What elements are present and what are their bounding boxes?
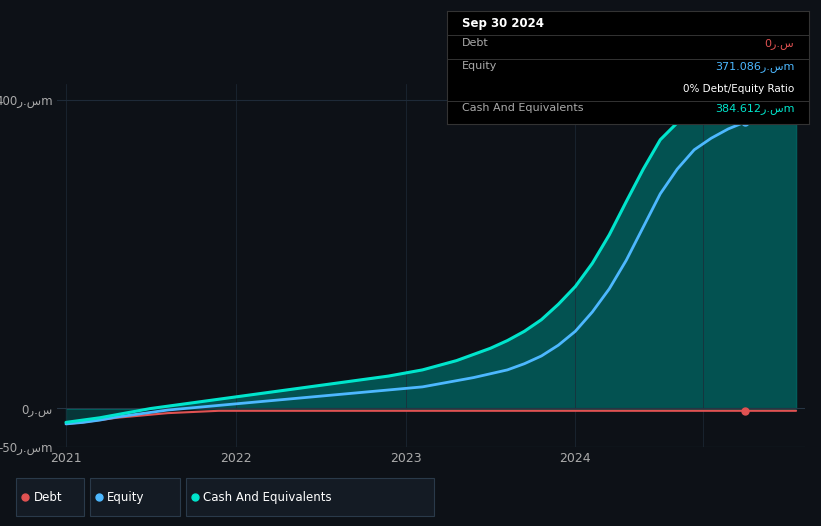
Text: Equity: Equity: [107, 491, 144, 503]
Text: 384.612ر.سm: 384.612ر.سm: [715, 103, 794, 114]
Text: Cash And Equivalents: Cash And Equivalents: [462, 103, 584, 113]
Text: Equity: Equity: [462, 62, 498, 72]
FancyBboxPatch shape: [186, 478, 433, 516]
FancyBboxPatch shape: [16, 478, 85, 516]
FancyBboxPatch shape: [89, 478, 181, 516]
Text: Cash And Equivalents: Cash And Equivalents: [203, 491, 332, 503]
Text: 371.086ر.سm: 371.086ر.سm: [715, 62, 794, 73]
Text: Sep 30 2024: Sep 30 2024: [462, 17, 544, 31]
Text: Debt: Debt: [462, 38, 488, 48]
Text: 0% Debt/Equity Ratio: 0% Debt/Equity Ratio: [683, 84, 794, 94]
Text: Debt: Debt: [34, 491, 62, 503]
Text: 0ر.س: 0ر.س: [764, 38, 794, 48]
